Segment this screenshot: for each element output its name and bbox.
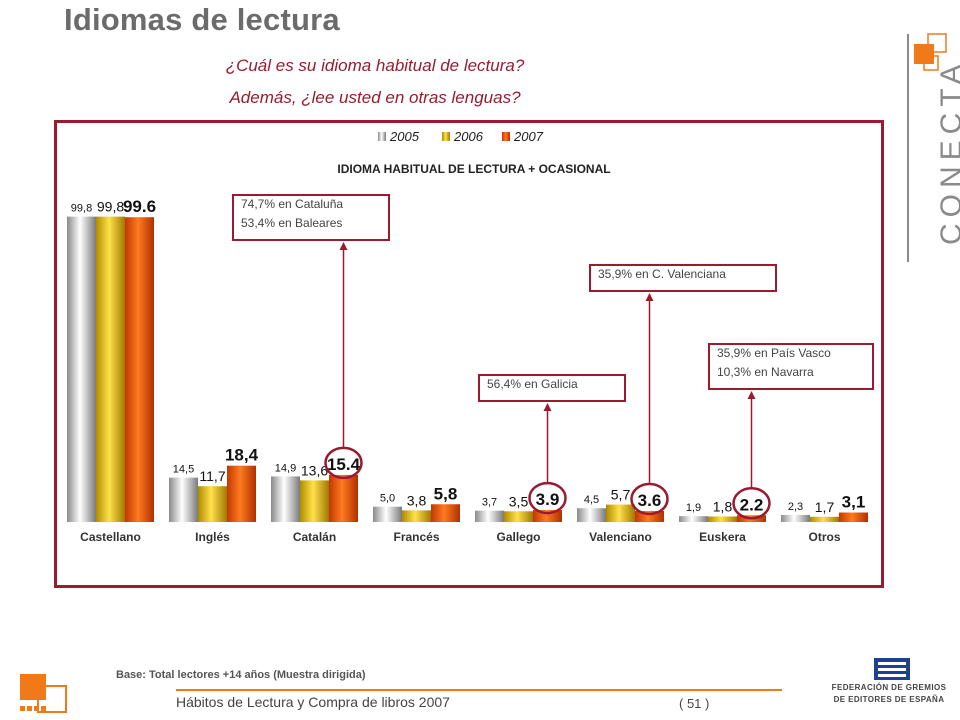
chart-frame xyxy=(54,120,884,588)
category-labels-group: Castellano Inglés Catalán Francés Gallego Val… xyxy=(80,530,841,544)
federation-logo-icon xyxy=(874,658,910,680)
annotations-group: 74,7% en Cataluña 53,4% en Baleares 56,4% … xyxy=(232,194,874,520)
bar-Catalán-2007 xyxy=(329,474,358,522)
legend-label-2005: 2005 xyxy=(389,129,420,144)
value-label-Catalán-2005: 14,9 xyxy=(275,462,296,474)
value-label-Valenciano-2006: 5,7 xyxy=(611,487,631,503)
federation-line-2: DE EDITORES DE ESPAÑA xyxy=(833,695,945,704)
bar-Francés-2006 xyxy=(402,510,431,522)
value-label-Castellano-2007: 99.6 xyxy=(123,197,156,216)
brand-divider xyxy=(907,34,909,262)
bar-Gallego-2005 xyxy=(475,510,504,522)
category-label-Gallego: Gallego xyxy=(496,530,540,544)
conecta-logo-icon xyxy=(914,33,947,71)
value-label-Inglés-2007: 18,4 xyxy=(225,446,259,465)
value-label-Euskera-2006: 1,8 xyxy=(713,498,733,514)
value-label-Francés-2005: 5,0 xyxy=(380,493,395,505)
value-label-Valenciano-2007: 3.6 xyxy=(638,491,662,510)
arrow-head-Euskera xyxy=(747,391,756,399)
question-2: Además, ¿lee usted en otras lenguas? xyxy=(229,88,521,107)
federation-line-1: FEDERACIÓN DE GREMIOS xyxy=(831,683,947,692)
bar-Catalán-2005 xyxy=(271,476,300,522)
value-label-Francés-2007: 5,8 xyxy=(434,484,458,503)
footer-title: Hábitos de Lectura y Compra de libros 20… xyxy=(176,694,450,710)
bar-Otros-2006 xyxy=(810,516,839,522)
page-number: ( 51 ) xyxy=(679,696,710,711)
bar-Euskera-2006 xyxy=(708,516,737,522)
value-label-Francés-2006: 3,8 xyxy=(407,492,427,508)
chart-legend: 2005 2006 2007 xyxy=(378,129,544,144)
value-label-Gallego-2007: 3.9 xyxy=(536,490,560,509)
bar-Otros-2005 xyxy=(781,514,810,522)
bar-Gallego-2006 xyxy=(504,511,533,522)
category-label-Valenciano: Valenciano xyxy=(589,530,652,544)
category-label-Francés: Francés xyxy=(393,530,439,544)
annotation-text-Gallego-0: 56,4% en Galicia xyxy=(487,377,578,391)
category-label-Castellano: Castellano xyxy=(80,530,141,544)
page-title: Idiomas de lectura xyxy=(64,2,340,37)
bar-Francés-2007 xyxy=(431,504,460,522)
bar-Castellano-2005 xyxy=(67,216,96,522)
footer-logo-icon xyxy=(20,674,67,713)
footer-divider xyxy=(176,689,782,691)
annotation-text-Euskera-0: 35,9% en País Vasco xyxy=(717,346,831,360)
arrow-head-Valenciano xyxy=(645,293,654,301)
legend-swatch-2006 xyxy=(442,132,450,141)
bar-Francés-2005 xyxy=(373,506,402,522)
annotation-box-Gallego xyxy=(478,374,626,402)
bar-Otros-2007 xyxy=(839,512,868,522)
federation-name: FEDERACIÓN DE GREMIOS DE EDITORES DE ESP… xyxy=(818,682,960,706)
chart-title: IDIOMA HABITUAL DE LECTURA + OCASIONAL xyxy=(337,162,610,176)
bar-Catalán-2006 xyxy=(300,480,329,522)
annotation-text-Catalán-0: 74,7% en Cataluña xyxy=(241,197,343,211)
bars-group xyxy=(67,216,868,522)
bar-Castellano-2007 xyxy=(125,217,154,522)
annotation-box-Euskera xyxy=(708,343,874,390)
bar-Inglés-2006 xyxy=(198,486,227,522)
legend-swatch-2005 xyxy=(378,132,386,141)
bar-Valenciano-2007 xyxy=(635,510,664,522)
value-label-Inglés-2006: 11,7 xyxy=(199,468,225,484)
category-label-Otros: Otros xyxy=(808,530,840,544)
category-label-Euskera: Euskera xyxy=(699,530,746,544)
bar-Castellano-2006 xyxy=(96,216,125,522)
value-label-Castellano-2005: 99,8 xyxy=(71,203,92,215)
category-label-Inglés: Inglés xyxy=(195,530,230,544)
value-label-Otros-2006: 1,7 xyxy=(815,499,835,515)
value-label-Otros-2005: 2,3 xyxy=(788,501,803,513)
value-label-Euskera-2005: 1,9 xyxy=(686,502,701,514)
value-label-Catalán-2006: 13,6 xyxy=(301,462,328,478)
value-label-Gallego-2005: 3,7 xyxy=(482,497,497,509)
category-label-Catalán: Catalán xyxy=(293,530,336,544)
value-label-Castellano-2006: 99,8 xyxy=(97,199,124,215)
value-label-Otros-2007: 3,1 xyxy=(842,493,866,512)
value-label-Inglés-2005: 14,5 xyxy=(173,464,194,476)
bar-Valenciano-2006 xyxy=(606,504,635,522)
value-labels-group: 99,8 99,899.614,5 11,718,414,9 13,615.45,0 3… xyxy=(71,197,866,515)
legend-label-2007: 2007 xyxy=(513,129,544,144)
bar-Inglés-2007 xyxy=(227,465,256,522)
bar-Inglés-2005 xyxy=(169,477,198,522)
legend-label-2006: 2006 xyxy=(453,129,484,144)
footer-base-note: Base: Total lectores +14 años (Muestra d… xyxy=(116,669,366,681)
annotation-text-Valenciano-0: 35,9% en C. Valenciana xyxy=(598,267,726,281)
bar-Euskera-2005 xyxy=(679,516,708,522)
annotation-text-Euskera-1: 10,3% en Navarra xyxy=(717,365,814,379)
value-label-Euskera-2007: 2.2 xyxy=(740,495,764,514)
annotation-box-Catalán xyxy=(232,194,390,241)
arrow-head-Gallego xyxy=(543,403,552,411)
bar-Valenciano-2005 xyxy=(577,508,606,522)
annotation-box-Valenciano xyxy=(589,264,777,292)
value-label-Valenciano-2005: 4,5 xyxy=(584,494,599,506)
question-1: ¿Cuál es su idioma habitual de lectura? xyxy=(225,56,525,75)
annotation-text-Catalán-1: 53,4% en Baleares xyxy=(241,216,342,230)
legend-swatch-2007 xyxy=(502,132,510,141)
value-label-Gallego-2006: 3,5 xyxy=(509,493,529,509)
bar-Gallego-2007 xyxy=(533,510,562,522)
value-label-Catalán-2007: 15.4 xyxy=(327,455,361,474)
arrow-head-Catalán xyxy=(339,242,348,250)
